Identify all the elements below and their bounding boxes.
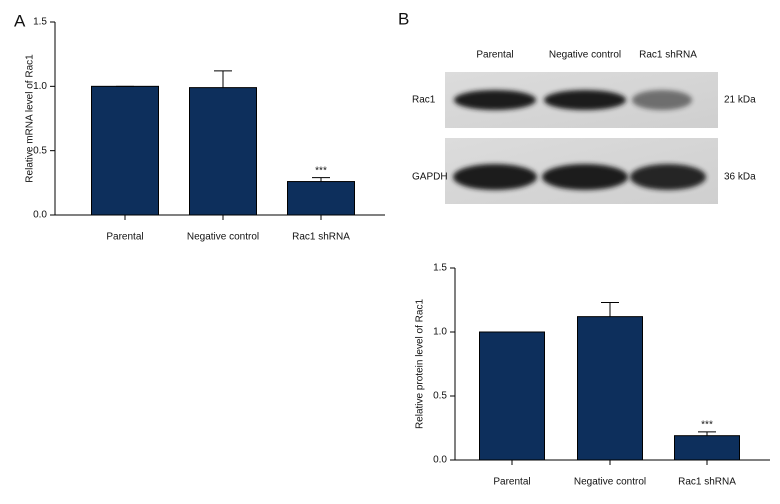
x-tick-label: Negative control bbox=[574, 477, 646, 488]
bar bbox=[189, 87, 257, 216]
x-tick-label: Negative control bbox=[187, 232, 259, 243]
y-axis-label: Relative protein level of Rac1 bbox=[415, 299, 426, 430]
bar bbox=[577, 316, 643, 461]
blot-band bbox=[544, 90, 626, 110]
x-tick-label: Parental bbox=[106, 232, 143, 243]
error-bar bbox=[698, 431, 716, 436]
bar bbox=[287, 181, 355, 216]
x-tick-label: Rac1 shRNA bbox=[292, 232, 350, 243]
error-bar bbox=[601, 302, 619, 317]
bar bbox=[91, 85, 159, 216]
error-bar bbox=[214, 70, 232, 88]
blot-band bbox=[542, 164, 628, 190]
lane-label: Rac1 shRNA bbox=[639, 50, 697, 61]
lane-label: Parental bbox=[476, 50, 513, 61]
y-tick-label: 1.5 bbox=[33, 17, 47, 28]
lane-label: Negative control bbox=[549, 50, 621, 61]
blot-band bbox=[630, 164, 706, 190]
y-tick-label: 0.5 bbox=[433, 391, 447, 402]
blot-band bbox=[454, 90, 536, 110]
y-axis-label: Relative mRNA level of Rac1 bbox=[25, 54, 36, 183]
significance: *** bbox=[701, 419, 713, 430]
size-label: 21 kDa bbox=[724, 95, 756, 106]
row-label: Rac1 bbox=[412, 95, 436, 106]
significance: *** bbox=[315, 165, 327, 176]
blot-band bbox=[453, 164, 537, 190]
bar bbox=[674, 435, 740, 461]
panel-label: A bbox=[14, 11, 26, 30]
y-tick-label: 0.0 bbox=[33, 210, 47, 221]
size-label: 36 kDa bbox=[724, 172, 756, 183]
bar bbox=[479, 331, 545, 461]
x-tick-label: Rac1 shRNA bbox=[678, 477, 736, 488]
y-tick-label: 0.5 bbox=[33, 145, 47, 156]
row-label: GAPDH bbox=[412, 172, 448, 183]
y-tick-label: 1.0 bbox=[33, 81, 47, 92]
y-tick-label: 1.5 bbox=[433, 263, 447, 274]
y-tick-label: 0.0 bbox=[433, 455, 447, 466]
error-bar bbox=[312, 177, 330, 182]
blot-band bbox=[632, 90, 692, 110]
panel-label: B bbox=[398, 9, 409, 28]
x-tick-label: Parental bbox=[493, 477, 530, 488]
y-tick-label: 1.0 bbox=[433, 327, 447, 338]
